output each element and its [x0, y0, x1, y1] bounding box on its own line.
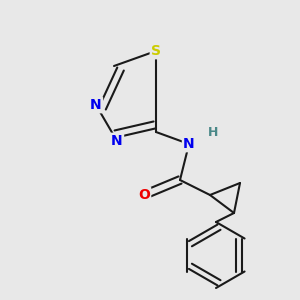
- Text: N: N: [90, 98, 102, 112]
- Text: O: O: [138, 188, 150, 202]
- Text: H: H: [208, 125, 218, 139]
- Text: N: N: [183, 137, 195, 151]
- Text: S: S: [151, 44, 161, 58]
- Text: N: N: [111, 134, 123, 148]
